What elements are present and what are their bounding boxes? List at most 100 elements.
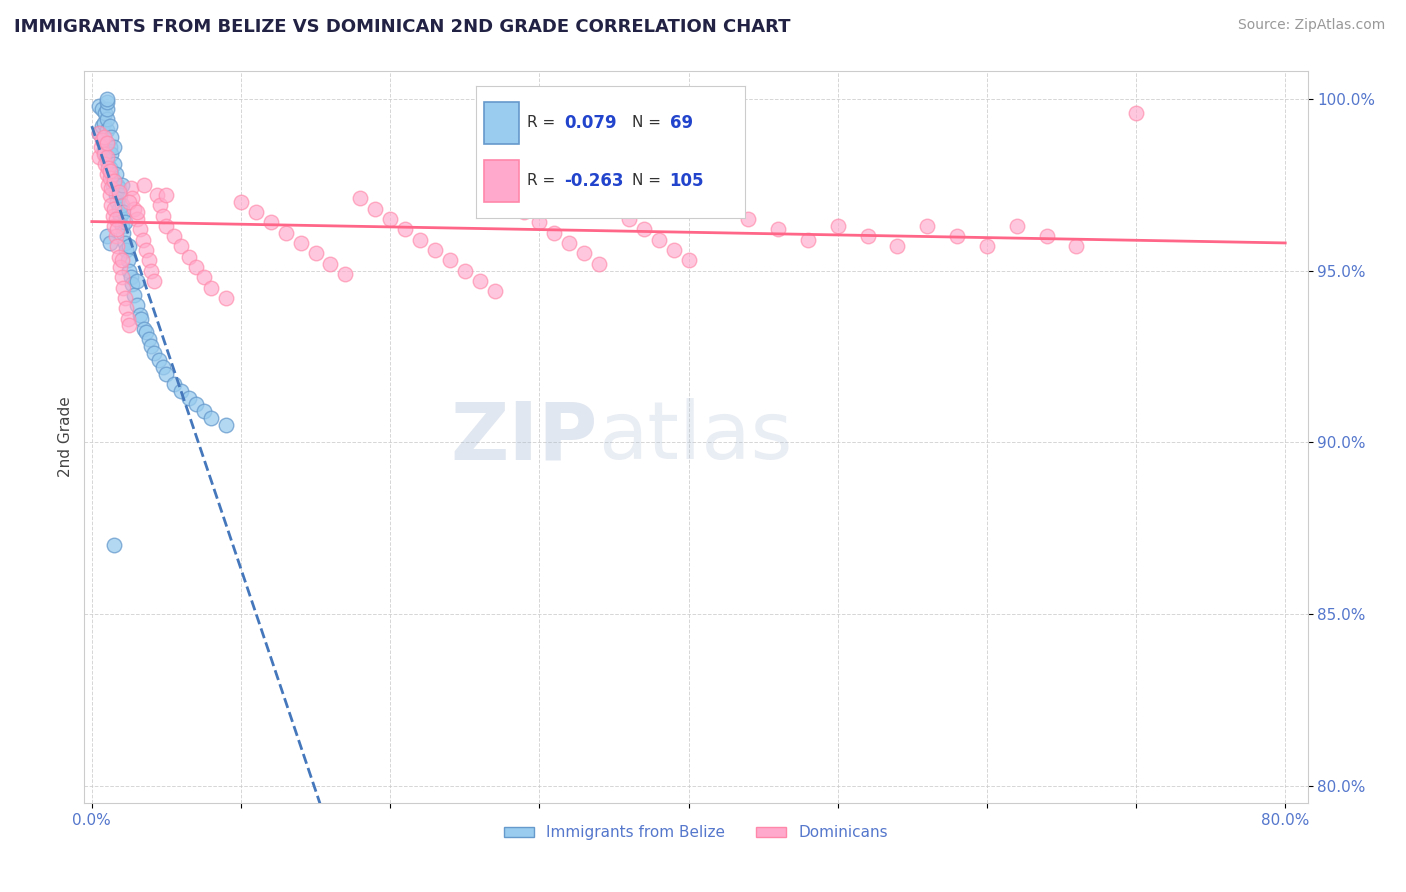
Point: [603, 202, 626, 216]
Point: [89, 126, 111, 140]
Point: [107, 202, 129, 216]
Point: [96, 112, 118, 127]
Point: [101, 209, 124, 223]
Point: [132, 178, 155, 192]
Point: [103, 174, 125, 188]
Point: [468, 274, 491, 288]
Point: [543, 226, 565, 240]
Point: [93, 146, 115, 161]
Point: [98, 188, 121, 202]
Point: [215, 291, 238, 305]
Point: [104, 188, 127, 202]
Point: [439, 253, 461, 268]
Point: [155, 367, 177, 381]
Point: [111, 198, 134, 212]
Point: [97, 178, 120, 192]
Point: [98, 170, 121, 185]
Point: [111, 219, 134, 233]
Point: [89, 150, 111, 164]
Point: [93, 129, 115, 144]
Point: [678, 253, 700, 268]
Point: [915, 219, 938, 233]
Point: [155, 188, 177, 202]
Point: [380, 212, 402, 227]
Point: [94, 157, 117, 171]
Point: [1066, 239, 1088, 253]
Point: [319, 257, 342, 271]
Point: [89, 98, 111, 112]
Point: [100, 181, 122, 195]
Point: [274, 226, 297, 240]
Point: [121, 191, 143, 205]
Point: [98, 161, 121, 175]
Point: [558, 235, 581, 250]
Text: Source: ZipAtlas.com: Source: ZipAtlas.com: [1237, 18, 1385, 32]
Point: [125, 205, 148, 219]
Point: [98, 120, 121, 134]
Point: [117, 311, 139, 326]
Point: [100, 198, 122, 212]
Point: [91, 102, 114, 116]
Point: [104, 229, 127, 244]
Point: [976, 239, 998, 253]
Point: [215, 418, 238, 433]
Point: [104, 212, 127, 227]
Point: [647, 233, 669, 247]
Point: [186, 260, 208, 274]
Point: [107, 185, 129, 199]
Point: [617, 212, 640, 227]
Point: [98, 235, 121, 250]
Point: [827, 219, 849, 233]
Point: [96, 102, 118, 116]
Point: [96, 150, 118, 164]
Point: [107, 250, 129, 264]
Point: [118, 194, 141, 209]
Point: [707, 202, 730, 216]
Point: [108, 260, 131, 274]
Point: [797, 233, 820, 247]
Point: [117, 253, 139, 268]
Text: IMMIGRANTS FROM BELIZE VS DOMINICAN 2ND GRADE CORRELATION CHART: IMMIGRANTS FROM BELIZE VS DOMINICAN 2ND …: [14, 18, 790, 36]
Point: [112, 226, 135, 240]
Point: [96, 136, 118, 151]
Point: [125, 274, 148, 288]
Point: [112, 281, 135, 295]
Point: [98, 140, 121, 154]
Point: [1035, 229, 1057, 244]
Point: [152, 209, 174, 223]
Point: [103, 538, 125, 552]
Point: [96, 229, 118, 244]
Point: [146, 188, 169, 202]
Point: [94, 146, 117, 161]
Point: [103, 157, 125, 171]
Point: [114, 235, 136, 250]
Point: [245, 205, 267, 219]
Point: [349, 191, 371, 205]
Point: [423, 243, 446, 257]
Point: [364, 202, 387, 216]
Point: [115, 243, 138, 257]
Point: [97, 161, 120, 175]
Point: [149, 198, 172, 212]
Point: [105, 194, 128, 209]
Point: [111, 178, 134, 192]
Point: [111, 270, 134, 285]
Text: atlas: atlas: [598, 398, 793, 476]
Point: [112, 205, 135, 219]
Point: [662, 243, 685, 257]
Point: [409, 233, 432, 247]
Point: [132, 322, 155, 336]
Point: [118, 263, 141, 277]
Point: [1125, 105, 1147, 120]
Point: [886, 239, 908, 253]
Point: [120, 270, 142, 285]
Point: [93, 144, 115, 158]
Point: [143, 346, 166, 360]
Point: [103, 174, 125, 188]
Point: [105, 239, 128, 253]
Point: [100, 129, 122, 144]
Point: [103, 202, 125, 216]
Point: [572, 246, 595, 260]
Point: [118, 239, 141, 253]
Point: [91, 133, 114, 147]
